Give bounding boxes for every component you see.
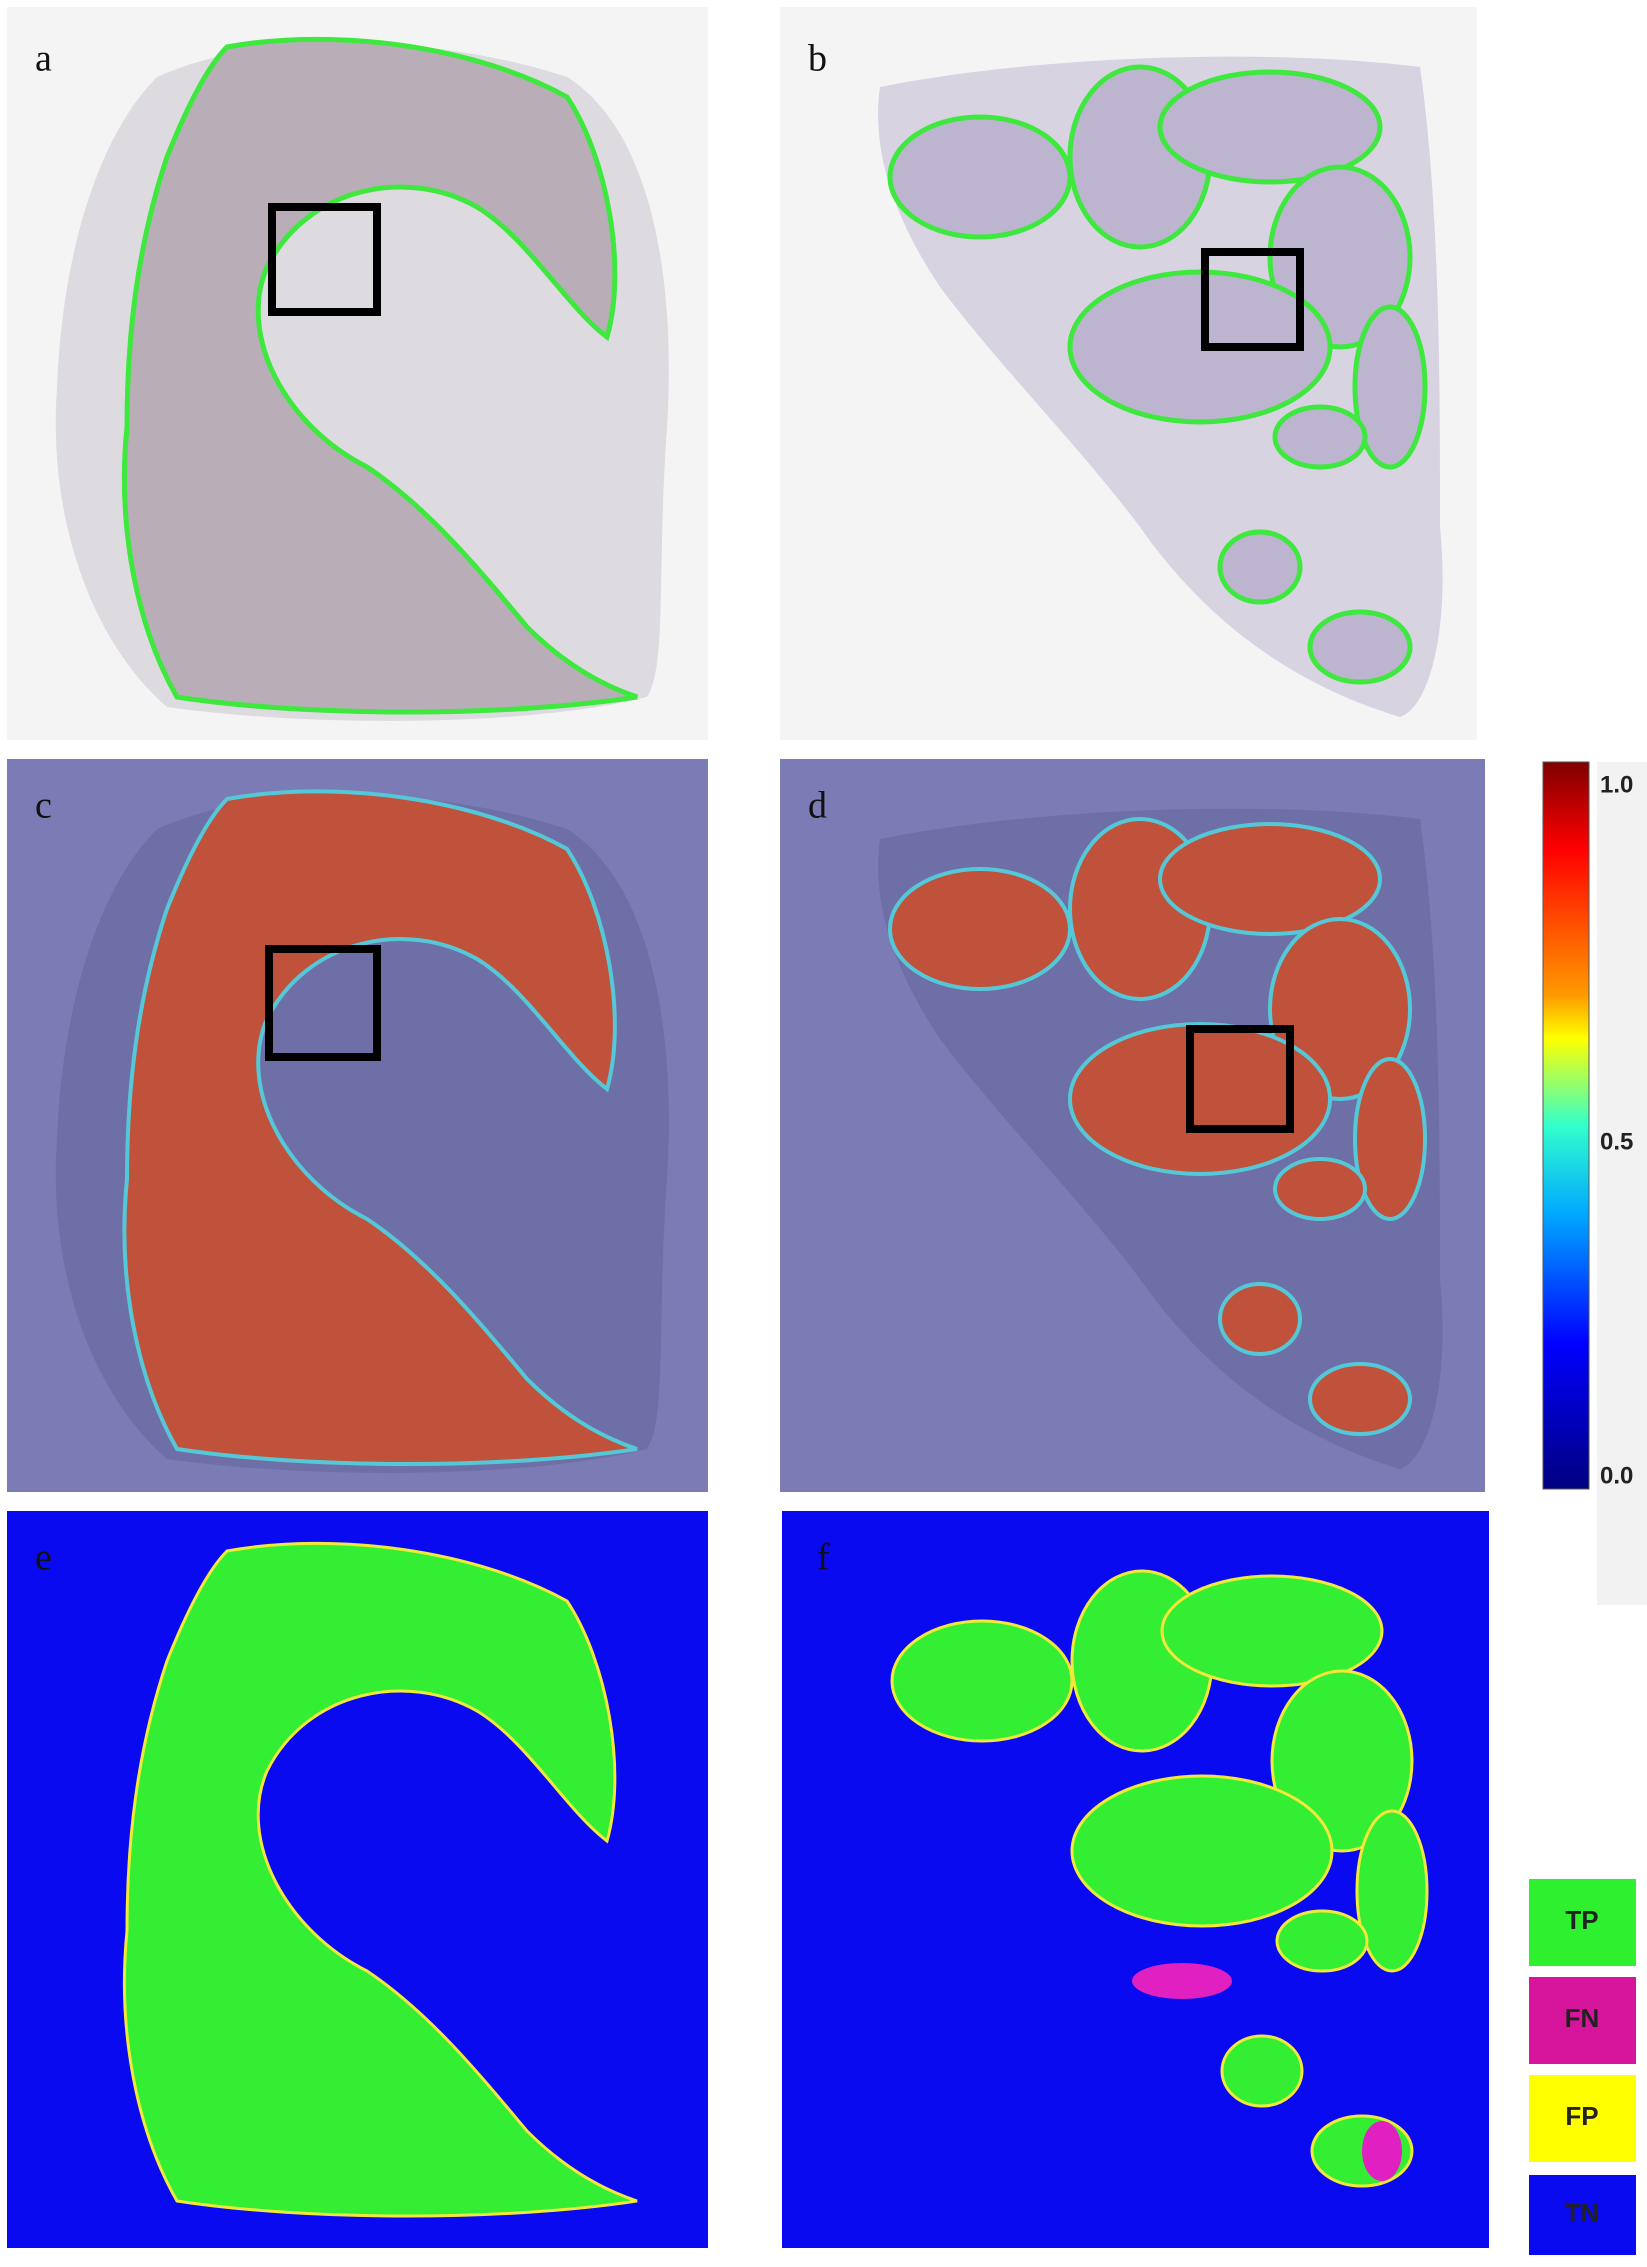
colorbar-tick-label: 0.5: [1600, 1128, 1633, 1155]
panel-label: f: [817, 1537, 830, 1579]
legend-swatch: [1529, 1879, 1636, 1966]
fn-region: [1132, 1963, 1232, 1999]
colorbar-tick-label: 1.0: [1600, 771, 1633, 798]
panel-label: e: [35, 1537, 52, 1579]
colorbar-tick-label: 0.0: [1600, 1462, 1633, 1489]
panel-f: f: [782, 1511, 1489, 2248]
colorbar: [1542, 761, 1590, 1490]
panel-a: a: [7, 7, 708, 740]
panel-b: b: [780, 7, 1477, 740]
panel-e: e: [7, 1511, 708, 2248]
legend: TP FN FP TN: [1529, 1879, 1636, 2255]
panel-label: a: [35, 38, 52, 80]
legend-label: TN: [1565, 2198, 1600, 2228]
panel-d: d: [780, 759, 1485, 1492]
legend-label: FP: [1565, 2101, 1598, 2131]
colorbar-background: [1597, 762, 1647, 1605]
legend-label: TP: [1565, 1905, 1598, 1935]
fn-region: [1362, 2121, 1402, 2181]
legend-label: FN: [1565, 2003, 1600, 2033]
legend-swatch: [1529, 1977, 1636, 2064]
legend-swatch: [1529, 2175, 1636, 2255]
panel-label: b: [808, 38, 827, 80]
panel-label: d: [808, 785, 827, 827]
panel-label: c: [35, 785, 52, 827]
panel-c: c: [7, 759, 708, 1492]
legend-swatch: [1529, 2075, 1636, 2162]
